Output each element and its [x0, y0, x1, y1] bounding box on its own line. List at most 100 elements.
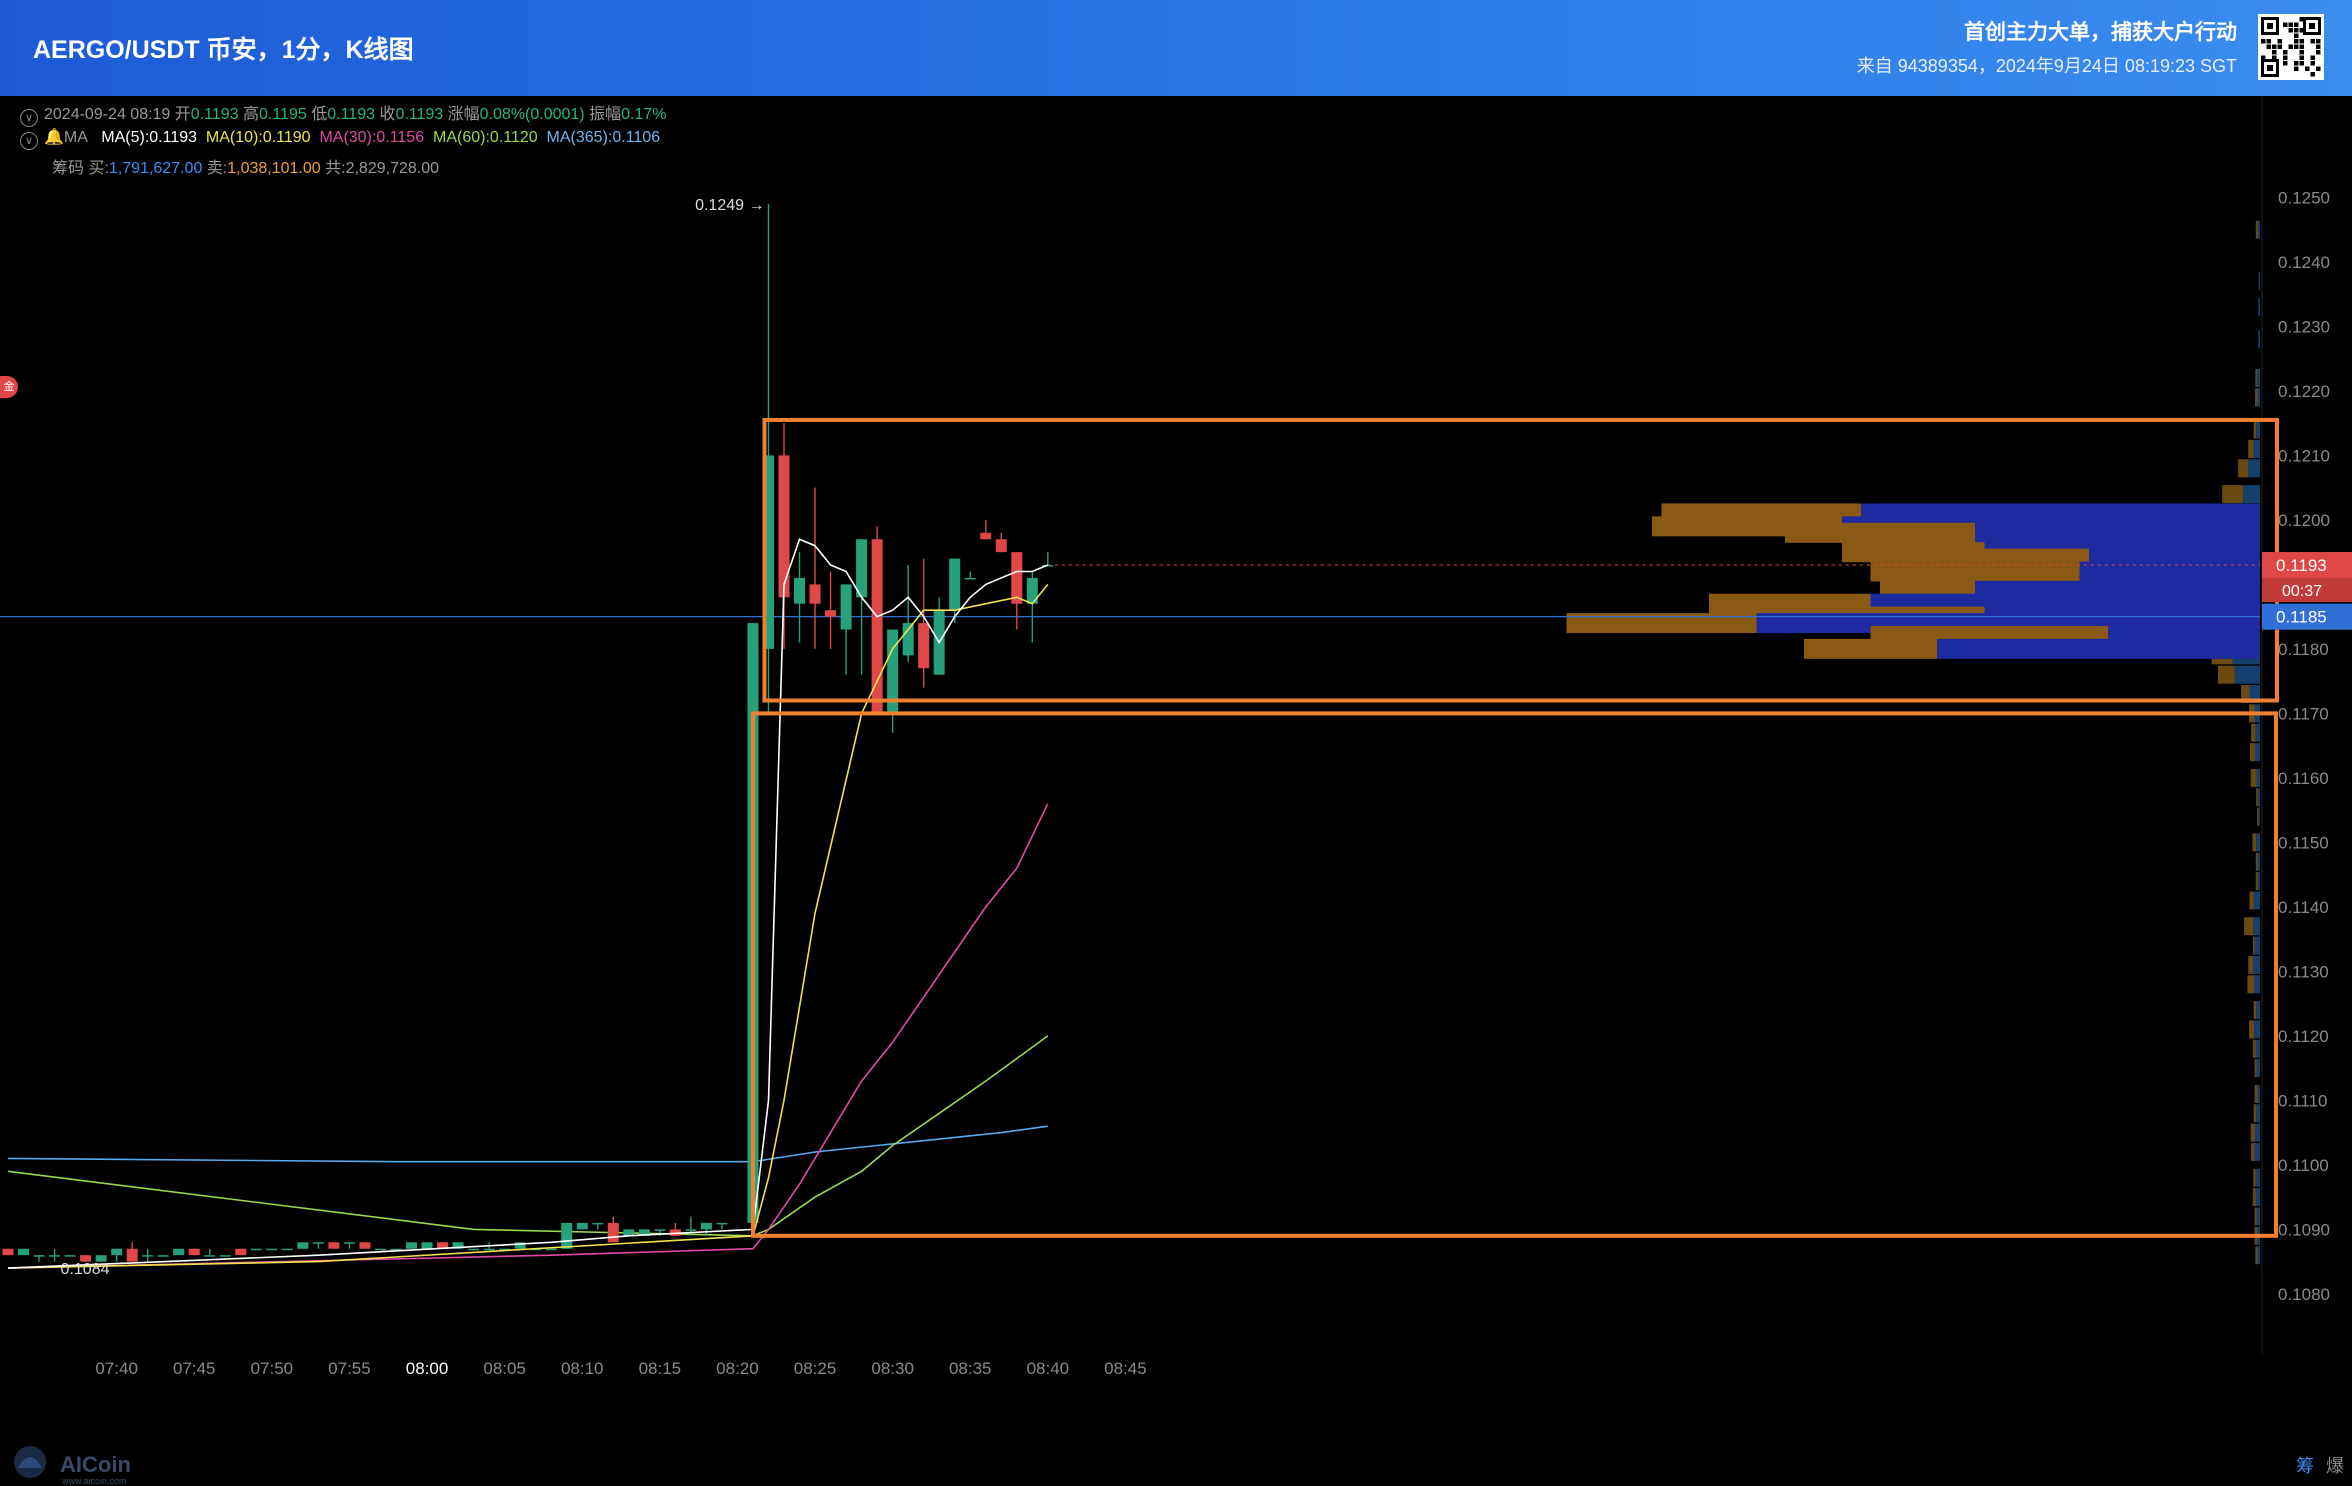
high-label: 高: [243, 106, 260, 123]
buy-label: 买:: [88, 160, 109, 177]
candle-body: [995, 539, 1007, 553]
y-tick-label: 0.1180: [2278, 640, 2329, 659]
candle-body: [514, 1242, 526, 1249]
x-tick-label: 08:40: [1027, 1359, 1070, 1378]
right-profile-sell-bar: [2253, 1001, 2257, 1020]
right-profile-sell-bar: [2218, 665, 2235, 684]
change-label: 涨幅: [447, 106, 480, 123]
right-profile-buy-bar: [2234, 665, 2260, 684]
gold-badge[interactable]: 金: [0, 376, 18, 398]
x-tick-label: 08:10: [561, 1359, 604, 1378]
right-profile-buy-bar: [2254, 1123, 2260, 1142]
candle-body: [762, 455, 774, 649]
right-profile-sell-bar: [2256, 788, 2258, 807]
candlestick-chart[interactable]: 0.1250 0.1240 0.1230 0.1220 0.1210 0.1200 0.11…: [0, 96, 2352, 1392]
right-profile-buy-bar: [2254, 743, 2260, 762]
right-profile-sell-bar: [2255, 872, 2258, 891]
candle-body: [312, 1242, 324, 1244]
right-profile-buy-bar: [2255, 1168, 2260, 1187]
ma-row: ∨ 🔔MA MA(5):0.1193 MA(10):0.1190 MA(30):0…: [20, 127, 660, 150]
chips-label: 筹码: [52, 160, 85, 177]
right-profile-sell-bar: [2252, 833, 2257, 852]
y-tick-label: 0.1120: [2278, 1027, 2329, 1046]
right-profile-buy-bar: [2258, 298, 2260, 317]
candle-body: [468, 1248, 480, 1251]
qr-code-icon[interactable]: [2258, 14, 2324, 80]
right-profile-buy-bar: [2255, 723, 2260, 742]
right-profile-sell-bar: [2255, 369, 2258, 388]
candle-body: [607, 1222, 619, 1243]
close-value: 0.1193: [395, 106, 444, 123]
candle-body: [33, 1255, 45, 1257]
right-profile-buy-bar: [2256, 833, 2260, 852]
right-profile-sell-bar: [2252, 1188, 2256, 1207]
candle-body: [654, 1229, 666, 1231]
candle-body: [250, 1248, 262, 1251]
right-profile-buy-bar: [2257, 388, 2260, 407]
right-profile-sell-bar: [2253, 1168, 2256, 1187]
right-profile-buy-bar: [2253, 917, 2260, 936]
y-tick-label: 0.1200: [2278, 511, 2330, 530]
right-profile-buy-bar: [2256, 1001, 2260, 1020]
ma5-line: [7, 538, 1049, 1269]
ma365-value: MA(365):0.1106: [546, 129, 661, 146]
candle-body: [794, 577, 806, 604]
right-profile-sell-bar: [2251, 723, 2256, 742]
liquidation-toggle-button[interactable]: 爆: [2326, 1456, 2344, 1476]
right-profile-sell-bar: [2253, 1104, 2257, 1123]
candle-body: [592, 1222, 604, 1225]
x-tick-label: 08:20: [716, 1359, 759, 1378]
right-profile-sell-bar: [2250, 1123, 2255, 1142]
candle-body: [281, 1248, 293, 1251]
y-tick-label: 0.1130: [2278, 962, 2329, 981]
candle-body: [188, 1248, 200, 1256]
candle-body: [902, 623, 914, 656]
right-profile-buy-bar: [2258, 330, 2260, 349]
collapse-chevron-icon[interactable]: ∨: [20, 109, 38, 127]
x-tick-label: 07:45: [173, 1359, 216, 1378]
right-profile-sell-bar: [2252, 936, 2255, 955]
ohlc-row: ∨ 2024-09-24 08:19 开0.1193 高0.1195 低0.119…: [20, 100, 666, 127]
x-tick-label: 08:45: [1104, 1359, 1147, 1378]
candle-body: [235, 1248, 247, 1256]
candle-body: [1011, 552, 1023, 604]
ma30-line: [7, 803, 1049, 1269]
chart-area[interactable]: 0.1250 0.1240 0.1230 0.1220 0.1210 0.1200 0.11…: [0, 96, 2352, 1486]
candle-body: [623, 1229, 635, 1236]
total-label: 共:: [325, 160, 346, 177]
right-profile-sell-bar: [2222, 485, 2244, 504]
y-tick-label: 0.1080: [2278, 1285, 2330, 1304]
chip-buy-bar: [1975, 522, 2260, 543]
candle-body: [359, 1242, 371, 1249]
right-profile-buy-bar: [2257, 369, 2260, 388]
candle-body: [638, 1229, 650, 1236]
source-line: 来自 94389354，2024年9月24日 08:19:23 SGT: [1856, 56, 2237, 76]
candle-body: [700, 1222, 712, 1230]
candle-body: [343, 1242, 355, 1244]
candle-body: [111, 1248, 123, 1256]
candle-body: [856, 539, 868, 598]
x-tick-label: 08:00: [406, 1359, 449, 1378]
right-profile-sell-bar: [2254, 1084, 2258, 1103]
bell-icon[interactable]: 🔔: [44, 129, 64, 146]
candle-body: [840, 584, 852, 630]
y-tick-label: 0.1090: [2278, 1220, 2330, 1239]
x-tick-label: 07:50: [251, 1359, 294, 1378]
candle-body: [219, 1255, 231, 1257]
right-profile-sell-bar: [2254, 388, 2258, 407]
right-profile-sell-bar: [2248, 439, 2254, 458]
collapse-chevron-icon[interactable]: ∨: [20, 132, 38, 150]
right-profile-buy-bar: [2249, 685, 2260, 704]
buy-value: 1,791,627.00: [108, 160, 203, 177]
ma5-value: MA(5):0.1193: [101, 129, 198, 146]
promo-text[interactable]: 首创主力大单，捕获大户行动: [1964, 21, 2237, 44]
ma-label[interactable]: MA: [63, 129, 88, 146]
chip-toggle-button[interactable]: 筹: [2296, 1456, 2314, 1476]
change-value: 0.08%(0.0001): [479, 106, 585, 123]
y-tick-label: 0.1100: [2278, 1156, 2329, 1175]
right-profile-buy-bar: [2253, 955, 2260, 974]
candle-body: [204, 1255, 216, 1257]
high-annotation: 0.1249 →: [695, 197, 764, 214]
chips-row: 筹码 买:1,791,627.00 卖:1,038,101.00 共:2,829…: [52, 154, 439, 178]
right-profile-buy-bar: [2256, 1207, 2260, 1226]
